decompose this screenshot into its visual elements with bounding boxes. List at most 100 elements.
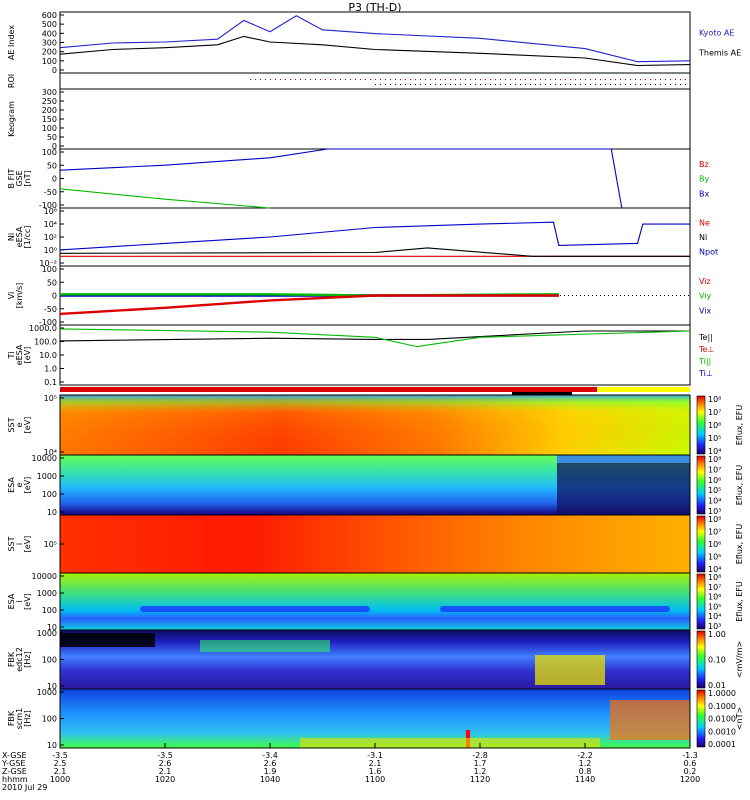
ytick-label-keogram-2: 100 — [42, 124, 57, 133]
ytick-label-bfit-1: -50 — [44, 188, 57, 197]
roi-dot — [445, 79, 446, 80]
roi-dot — [560, 84, 561, 85]
series-ti- — [59, 328, 691, 348]
ytick-label-keogram-0: 0 — [52, 142, 57, 151]
roi-dot — [335, 79, 336, 80]
ytick-label-keogram-3: 150 — [42, 115, 57, 124]
roi-dot — [685, 79, 686, 80]
roi-dot — [470, 84, 471, 85]
ytick-label-fbk1-0: 10 — [47, 682, 57, 691]
roi-dot — [610, 84, 611, 85]
roi-dot — [355, 79, 356, 80]
colorbar-tick-cb6-4: 1.0000 — [708, 689, 736, 698]
roi-dot — [640, 79, 641, 80]
ytick-label-bfit-0: -100 — [39, 201, 57, 210]
ylabel-ti-2: [eV] — [23, 347, 32, 364]
roi-dot — [455, 79, 456, 80]
colorbar-label-cb2: Eflux, EFU — [735, 465, 744, 506]
date-label: 2010 Jul 29 — [2, 783, 47, 792]
ytick-label-bfit-3: 50 — [47, 161, 57, 170]
roi-dot — [405, 79, 406, 80]
ylabel-ae-0: AE Index — [7, 25, 16, 60]
colorbar-tick-cb6-3: 0.1000 — [708, 702, 736, 711]
colorbar-tick-cb2-2: 10⁵ — [708, 486, 721, 495]
esa-e-top-strip — [557, 455, 690, 463]
ytick-label-vi-2: 0 — [52, 292, 57, 301]
roi-dot — [395, 84, 396, 85]
ylabel-vi-1: [km/s] — [15, 283, 24, 309]
ytick-label-ti-1: 1.0 — [44, 365, 57, 374]
panel-frame-roi — [59, 72, 691, 90]
roi-dot — [490, 84, 491, 85]
ytick-label-ni-0: 10⁻² — [39, 259, 57, 268]
roi-dot — [320, 79, 321, 80]
roi-dot — [545, 79, 546, 80]
roi-dot — [295, 79, 296, 80]
roi-dot — [555, 79, 556, 80]
xaxis-row-label-3: hhmm — [2, 775, 28, 784]
fbk1-yellow-patch — [535, 655, 605, 685]
roi-dot — [315, 79, 316, 80]
roi-dot — [420, 84, 421, 85]
ylabel-roi-0: ROI — [7, 74, 16, 88]
legend-ae-0: Kyoto AE — [699, 28, 734, 37]
colorbar-tick-cb2-5: 10⁸ — [708, 455, 721, 464]
ytick-label-keogram-5: 250 — [42, 97, 57, 106]
legend-ti-1: Te⊥ — [698, 345, 714, 354]
xaxis-value-2-5: 0.8 — [579, 767, 592, 776]
colorbar-label-cb5: <mV/m> — [735, 641, 744, 678]
ytick-label-vi-0: -100 — [39, 318, 57, 327]
legend-ni-1: Ni — [699, 233, 707, 242]
roi-dot — [455, 84, 456, 85]
roi-dot — [310, 79, 311, 80]
roi-dot — [605, 84, 606, 85]
roi-dot — [325, 79, 326, 80]
ytick-label-esa_e-2: 1000 — [37, 472, 57, 481]
series-npot — [59, 221, 690, 251]
mode-bar-red — [60, 387, 597, 392]
xaxis-row-label-2: Z-GSE — [2, 767, 27, 776]
colorbar-cb2 — [696, 455, 706, 515]
ytick-label-esa_e-1: 100 — [42, 490, 57, 499]
roi-dot — [575, 79, 576, 80]
ylabel-ni-2: [1/cc] — [23, 226, 32, 249]
ylabel-esa_i-2: [eV] — [23, 593, 32, 610]
xaxis-value-1-2: 2.6 — [264, 759, 277, 768]
roi-dot — [440, 84, 441, 85]
legend-bfit-1: By — [699, 175, 709, 184]
xaxis-value-0-4: -2.8 — [472, 751, 488, 760]
xaxis-value-2-0: 2.1 — [54, 767, 67, 776]
roi-dot — [605, 79, 606, 80]
roi-dot — [475, 84, 476, 85]
roi-dot — [630, 79, 631, 80]
colorbar-tick-cb2-4: 10⁷ — [708, 465, 721, 474]
ytick-label-esa_i-0: 10 — [47, 623, 57, 632]
roi-dot — [430, 79, 431, 80]
series-kyoto-ae — [59, 15, 691, 63]
ylabel-fbk1-1: edc12 — [15, 647, 24, 672]
roi-dot — [390, 84, 391, 85]
xaxis-value-1-6: 0.6 — [684, 759, 697, 768]
xaxis-value-0-2: -3.4 — [262, 751, 278, 760]
roi-dot — [425, 84, 426, 85]
legend-ni-2: Npot — [699, 248, 718, 257]
xaxis-value-3-6: 1200 — [680, 775, 700, 784]
roi-dot — [305, 79, 306, 80]
roi-dot — [570, 84, 571, 85]
roi-dot — [390, 79, 391, 80]
xaxis-value-0-0: -3.5 — [52, 751, 68, 760]
ylabel-sst_i-1: i — [15, 543, 24, 545]
roi-dot — [555, 84, 556, 85]
colorbar-tick-cb1-3: 10⁷ — [708, 408, 721, 417]
roi-dot — [510, 84, 511, 85]
roi-dot — [385, 84, 386, 85]
xaxis-value-1-0: 2.5 — [54, 759, 67, 768]
legend-vi-1: Viy — [699, 292, 712, 301]
esa-e-dark-region — [557, 455, 690, 515]
roi-dot — [395, 79, 396, 80]
roi-dot — [510, 79, 511, 80]
roi-dot — [675, 79, 676, 80]
colorbar-tick-cb4-5: 10⁸ — [708, 573, 721, 582]
roi-dot — [595, 79, 596, 80]
roi-dot — [465, 79, 466, 80]
